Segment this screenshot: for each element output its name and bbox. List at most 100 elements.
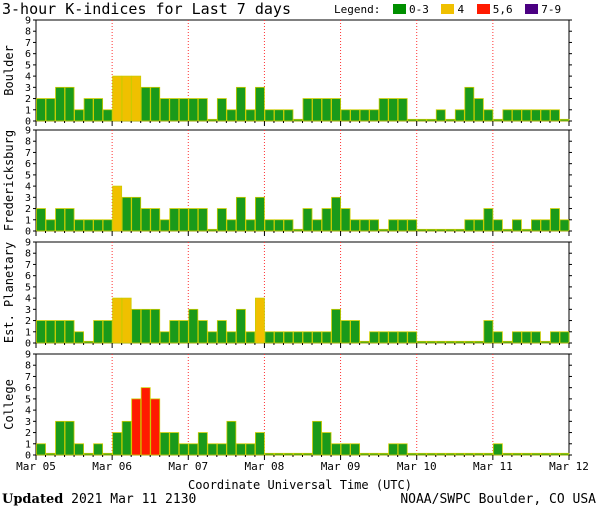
bar	[302, 208, 313, 232]
bar	[274, 331, 284, 344]
bar	[131, 75, 142, 122]
bar	[293, 118, 303, 122]
y-tick-label: 0	[25, 227, 31, 238]
bar	[378, 228, 389, 232]
y-tick-label: 5	[25, 282, 31, 293]
legend-item-label: 5,6	[492, 3, 513, 16]
bar	[350, 443, 361, 456]
bar	[369, 109, 380, 122]
y-tick-label: 1	[25, 439, 31, 450]
bar	[454, 340, 465, 344]
bar	[207, 118, 218, 122]
bar	[359, 109, 370, 122]
y-tick-label: 8	[25, 249, 31, 260]
bar	[74, 331, 84, 344]
bar	[502, 340, 513, 344]
x-tick-label: Mar 09	[321, 460, 361, 473]
bar	[83, 340, 94, 344]
bar	[121, 297, 132, 344]
bar	[388, 219, 399, 232]
bar	[102, 452, 113, 456]
x-tick-label: Mar 11	[473, 460, 513, 473]
y-tick-label: 9	[25, 16, 31, 27]
bar	[350, 320, 361, 344]
bar	[140, 308, 151, 344]
bar	[36, 208, 46, 232]
bar	[407, 118, 418, 122]
bar	[197, 208, 208, 232]
bar	[36, 443, 46, 456]
y-tick-label: 0	[25, 117, 31, 128]
bar	[531, 331, 541, 344]
bar	[340, 320, 351, 344]
bar	[112, 75, 123, 122]
bar	[83, 98, 94, 122]
bar	[521, 109, 532, 122]
bar	[93, 320, 104, 344]
bar	[131, 398, 142, 456]
y-tick-label: 1	[25, 105, 31, 116]
bar	[159, 331, 170, 344]
bar	[502, 109, 513, 122]
y-tick-label: 4	[25, 72, 31, 83]
bar	[559, 452, 570, 456]
bar	[74, 219, 84, 232]
bar	[178, 208, 189, 232]
legend-label: Legend:	[334, 3, 381, 16]
y-tick-label: 0	[25, 339, 31, 350]
legend-item-label: 0-3	[408, 3, 429, 16]
bar	[388, 98, 399, 122]
x-axis-title: Coordinate Universal Time (UTC)	[188, 478, 412, 492]
bar	[473, 98, 484, 122]
bar	[159, 98, 170, 122]
bar	[197, 320, 208, 344]
bar	[93, 98, 104, 122]
bar	[74, 109, 84, 122]
bar	[93, 443, 104, 456]
y-tick-label: 9	[25, 350, 31, 361]
bar	[473, 219, 484, 232]
updated-value: 2021 Mar 11 2130	[71, 492, 197, 507]
legend: Legend: 0-3 4 5,6 7-9	[334, 3, 561, 16]
bar	[264, 331, 275, 344]
bar	[492, 331, 503, 344]
bar	[359, 340, 370, 344]
panel-station-label: Fredericksburg	[2, 130, 16, 231]
bar	[245, 331, 256, 344]
bar	[245, 443, 256, 456]
bar	[483, 452, 494, 456]
chart-title: 3-hour K-indices for Last 7 days	[2, 0, 291, 18]
bar	[64, 320, 75, 344]
y-tick-label: 1	[25, 215, 31, 226]
bar	[178, 443, 189, 456]
bar	[274, 219, 284, 232]
k-index-chart: 0123456789Boulder0123456789Fredericksbur…	[2, 16, 589, 474]
bar	[416, 452, 427, 456]
y-tick-label: 8	[25, 137, 31, 148]
bar	[216, 98, 227, 122]
bar	[331, 196, 341, 232]
bar	[483, 320, 494, 344]
legend-swatch-mid	[441, 4, 455, 14]
bar	[426, 452, 437, 456]
legend-item-label: 4	[457, 3, 465, 16]
bar	[511, 452, 522, 456]
bar	[388, 331, 399, 344]
x-tick-label: Mar 08	[245, 460, 285, 473]
bar	[369, 219, 380, 232]
bar	[36, 98, 46, 122]
panel-station-label: College	[2, 379, 16, 430]
bar	[359, 452, 370, 456]
bar	[226, 331, 237, 344]
bar	[64, 86, 75, 122]
bar	[283, 109, 294, 122]
bar	[397, 219, 408, 232]
bar	[321, 432, 332, 456]
bar	[45, 452, 56, 456]
bar	[369, 452, 380, 456]
bar	[74, 443, 84, 456]
bar	[264, 219, 275, 232]
bar	[150, 208, 161, 232]
bar	[416, 228, 427, 232]
bar	[131, 308, 142, 344]
